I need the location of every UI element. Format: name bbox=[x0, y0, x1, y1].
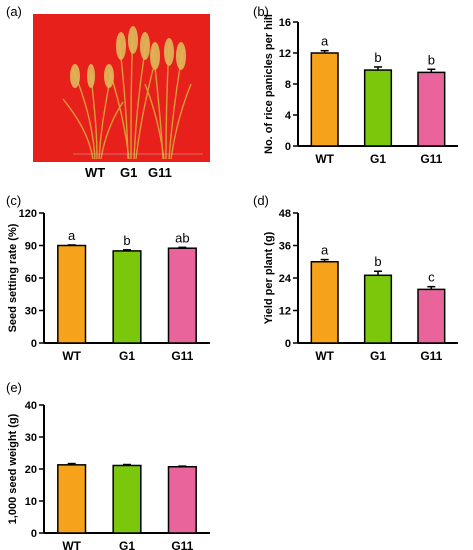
significance-label-c: ab bbox=[175, 230, 189, 245]
significance-label-b: a bbox=[321, 34, 329, 49]
y-axis-label-d: Yield per plant (g) bbox=[263, 231, 275, 324]
panel-label-d: (d) bbox=[253, 193, 269, 208]
y-tick-label-c: 120 bbox=[19, 208, 37, 220]
y-tick-label-e: 40 bbox=[25, 400, 37, 412]
y-tick-label-c: 90 bbox=[25, 241, 37, 253]
bar-b-wt bbox=[310, 52, 339, 147]
y-tick-label-e: 20 bbox=[25, 464, 37, 476]
bar-d-g11 bbox=[417, 288, 446, 344]
panel-label-e: (e) bbox=[6, 380, 22, 395]
x-tick-label-b: G11 bbox=[420, 152, 442, 166]
bar-e-g1 bbox=[112, 464, 142, 534]
x-tick-label-d: G11 bbox=[420, 349, 442, 363]
bar-b-g11 bbox=[417, 71, 446, 147]
y-tick-label-b: 12 bbox=[279, 48, 291, 60]
y-tick-label-d: 12 bbox=[279, 306, 291, 318]
x-tick-label-e: G11 bbox=[171, 539, 193, 550]
x-tick-label-b: WT bbox=[315, 152, 334, 166]
x-tick-label-e: G1 bbox=[119, 539, 135, 550]
y-tick-label-e: 30 bbox=[25, 432, 37, 444]
bar-e-g11 bbox=[167, 466, 197, 534]
x-tick-label-e: WT bbox=[62, 539, 81, 550]
rice-plants-photo bbox=[33, 14, 210, 162]
y-tick-label-b: 8 bbox=[285, 79, 291, 91]
rice-plants-illustration bbox=[33, 14, 210, 162]
photo-label-g1: G1 bbox=[120, 165, 138, 180]
x-tick-label-c: G11 bbox=[171, 349, 193, 363]
significance-label-b: b bbox=[428, 52, 435, 67]
significance-label-d: c bbox=[428, 270, 435, 285]
bar-d-g1 bbox=[363, 274, 393, 344]
panel-label-b: (b) bbox=[253, 4, 269, 19]
y-tick-label-e: 10 bbox=[25, 496, 37, 508]
y-tick-label-e: 0 bbox=[31, 528, 37, 540]
bar-c-wt bbox=[57, 244, 87, 344]
y-tick-label-c: 0 bbox=[31, 338, 37, 350]
y-tick-label-d: 36 bbox=[279, 241, 291, 253]
bar-e-wt bbox=[57, 464, 87, 534]
photo-label-g11: G11 bbox=[148, 165, 172, 180]
y-tick-label-d: 0 bbox=[285, 338, 291, 350]
y-tick-label-b: 16 bbox=[279, 17, 291, 29]
y-tick-label-d: 24 bbox=[279, 273, 292, 285]
x-tick-label-d: WT bbox=[315, 349, 334, 363]
y-tick-label-c: 60 bbox=[25, 273, 37, 285]
significance-label-c: b bbox=[123, 233, 130, 248]
bar-c-g1 bbox=[112, 250, 142, 344]
y-axis-label-b: No. of rice panicles per hill bbox=[263, 14, 275, 154]
bar-d-wt bbox=[310, 261, 339, 344]
significance-label-d: a bbox=[321, 243, 329, 258]
significance-label-b: b bbox=[374, 50, 381, 65]
x-tick-label-b: G1 bbox=[370, 152, 386, 166]
panel-label-a: (a) bbox=[6, 4, 22, 19]
y-tick-label-d: 48 bbox=[279, 208, 291, 220]
x-tick-label-c: WT bbox=[62, 349, 81, 363]
y-tick-label-b: 0 bbox=[285, 141, 291, 153]
x-tick-label-c: G1 bbox=[119, 349, 135, 363]
y-axis-label-c: Seed setting rate (%) bbox=[7, 223, 19, 332]
y-tick-label-c: 30 bbox=[25, 306, 37, 318]
photo-label-wt: WT bbox=[85, 165, 106, 180]
y-tick-label-b: 4 bbox=[285, 110, 292, 122]
x-tick-label-d: G1 bbox=[370, 349, 386, 363]
bar-c-g11 bbox=[167, 247, 197, 344]
y-axis-label-e: 1,000 seed weight (g) bbox=[7, 413, 19, 524]
significance-label-d: b bbox=[374, 254, 381, 269]
bar-b-g1 bbox=[363, 69, 393, 147]
significance-label-c: a bbox=[68, 228, 76, 243]
panel-label-c: (c) bbox=[6, 193, 22, 208]
